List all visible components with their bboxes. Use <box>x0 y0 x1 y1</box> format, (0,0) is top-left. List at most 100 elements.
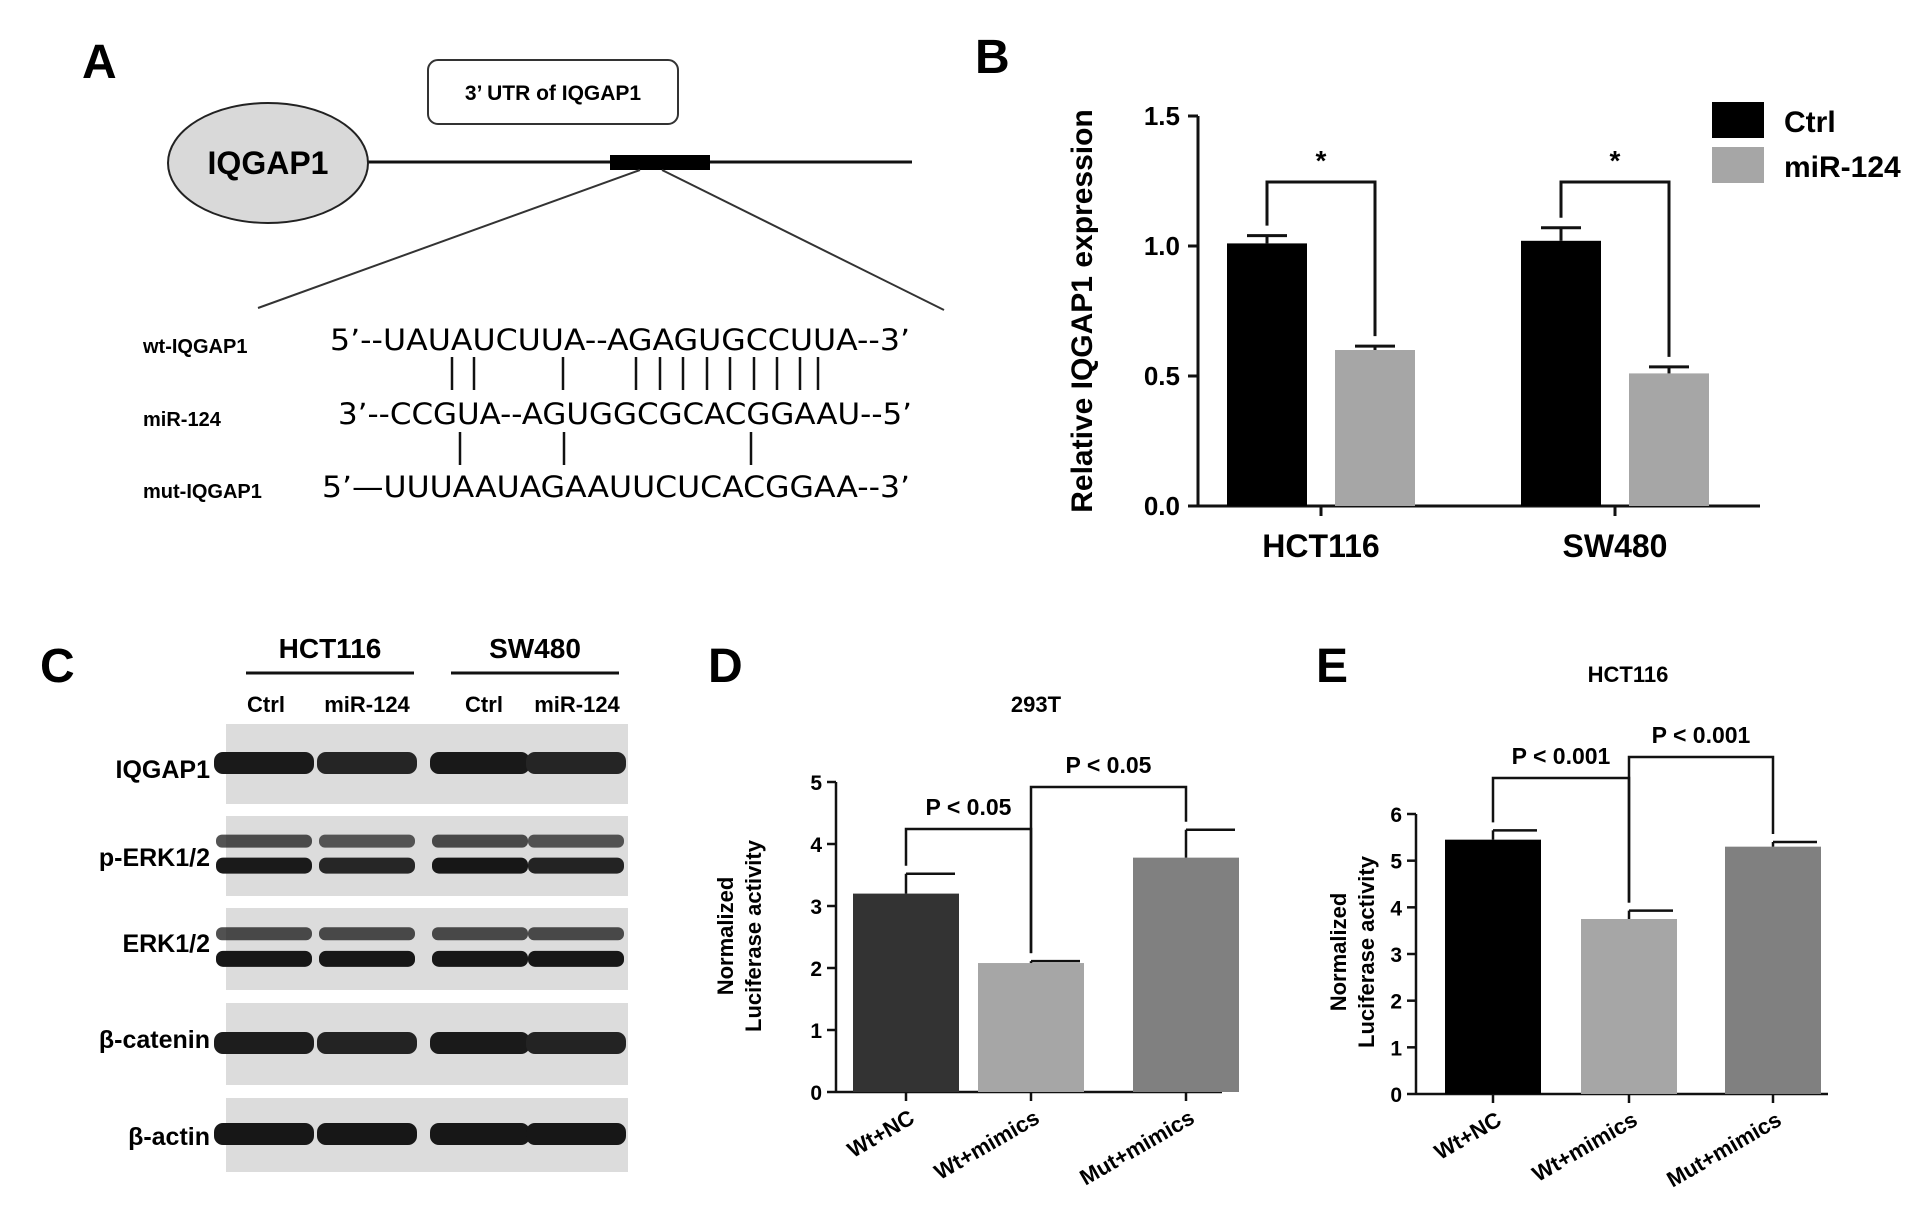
bar-mir-124 <box>1335 350 1415 506</box>
cell-line-header-hct116: HCT116 <box>279 633 382 664</box>
chart-title: 293T <box>1011 692 1062 717</box>
bar-mir-124 <box>1629 373 1709 506</box>
panel-e-chart: 0 1 2 3 4 5 6 HCT116 Normalized Luciferase activi… <box>1326 662 1828 1192</box>
lane-label-3: Ctrl <box>465 692 503 717</box>
blot-band <box>430 1032 530 1054</box>
western-blots: IQGAP1 p-ERK1/2 ERK1/2 β-catenin β-actin <box>99 724 628 1172</box>
lane-label-4: miR-124 <box>534 692 620 717</box>
blot-band <box>526 1032 626 1054</box>
significance-bracket <box>1029 785 1188 954</box>
y-tick-label: 4 <box>810 834 822 857</box>
y-tick-label: 1.0 <box>1144 231 1180 261</box>
blot-band <box>319 927 415 941</box>
utr-label-box <box>427 59 679 125</box>
panel-d-chart: 0 1 2 3 4 5 293T Normalized Luciferase activity W… <box>713 692 1239 1190</box>
blot-band <box>528 927 624 941</box>
blot-band <box>317 752 417 774</box>
blot-band <box>319 950 415 967</box>
blot-label: β-catenin <box>99 1026 210 1054</box>
y-tick-label: 6 <box>1390 804 1402 827</box>
bar-ctrl <box>1227 243 1307 506</box>
blot-band <box>216 950 312 967</box>
y-tick-label: 1 <box>810 1020 822 1043</box>
y-tick-label: 3 <box>810 896 822 919</box>
bar <box>853 893 959 1092</box>
blot-band <box>214 1032 314 1054</box>
y-tick-label: 0.0 <box>1144 491 1180 521</box>
chart-title: HCT116 <box>1588 662 1669 687</box>
significance-marker: * <box>1316 145 1327 176</box>
y-tick-label: 5 <box>1390 851 1402 874</box>
zoom-line-left <box>257 169 641 309</box>
legend-label-ctrl: Ctrl <box>1784 106 1836 139</box>
blot-band <box>214 752 314 774</box>
blot-band <box>432 834 528 848</box>
blot-band <box>214 1123 314 1145</box>
x-tick-label: Wt+NC <box>843 1105 919 1163</box>
blot-band <box>526 1123 626 1145</box>
blot-band <box>430 1123 530 1145</box>
seq-label-mir: miR-124 <box>143 409 222 431</box>
x-tick-label: HCT116 <box>1262 528 1379 564</box>
blot-strip <box>226 816 628 896</box>
binding-site-block <box>610 155 710 170</box>
blot-strip <box>226 908 628 990</box>
zoom-line-right <box>661 169 945 311</box>
blot-band <box>319 857 415 874</box>
y-axis-label-line2: Luciferase activity <box>741 839 766 1032</box>
y-tick-label: 0 <box>1390 1084 1402 1107</box>
utr-label: 3’ UTR of IQGAP1 <box>465 82 642 105</box>
blot-band <box>528 950 624 967</box>
panel-b-letter: B <box>975 31 1010 84</box>
panel-b: B 0.0 0.5 1.0 1.5 Relative IQGAP1 expression… <box>975 31 1901 564</box>
significance-label: P < 0.001 <box>1652 722 1751 748</box>
blot-band <box>526 752 626 774</box>
y-axis-label-line1: Normalized <box>1326 893 1351 1012</box>
y-tick-label: 2 <box>1390 991 1402 1014</box>
seq-label-wt: wt-IQGAP1 <box>142 336 247 358</box>
panel-e: E 0 1 2 3 4 5 6 HCT116 Normalized Luciferase acti… <box>1316 640 1828 1192</box>
significance-label: P < 0.05 <box>926 794 1012 820</box>
y-tick-label: 0 <box>810 1082 822 1105</box>
lane-label-1: Ctrl <box>247 692 285 717</box>
y-axis-label-line1: Normalized <box>713 877 738 996</box>
x-tick-label: Wt+mimics <box>930 1105 1044 1185</box>
gene-ellipse <box>167 102 369 224</box>
blot-label: p-ERK1/2 <box>99 844 210 872</box>
y-tick-label: 1.5 <box>1144 101 1180 131</box>
blot-band <box>432 950 528 967</box>
legend-swatch-ctrl <box>1712 102 1764 138</box>
pairing-marks-mut <box>458 432 753 465</box>
y-tick-label: 3 <box>1390 944 1402 967</box>
blot-band <box>319 834 415 848</box>
legend-label-mir124: miR-124 <box>1784 151 1901 184</box>
y-axis-label-line2: Luciferase activity <box>1354 855 1379 1048</box>
panel-c: C HCT116 SW480 Ctrl miR-124 Ctrl miR-124… <box>40 633 628 1172</box>
blot-band <box>432 857 528 874</box>
bar <box>978 963 1084 1092</box>
seq-mut: 5’—UUUAAUAGAAUUCUCACGGAA--3’ <box>322 470 910 504</box>
y-axis-label: Relative IQGAP1 expression <box>1066 109 1099 513</box>
y-tick-label: 4 <box>1390 897 1402 920</box>
panel-d-letter: D <box>708 640 743 693</box>
blot-label: ERK1/2 <box>122 930 210 958</box>
significance-marker: * <box>1610 145 1621 176</box>
blot-label: β-actin <box>128 1123 210 1151</box>
seq-label-mut: mut-IQGAP1 <box>143 481 262 503</box>
significance-bracket <box>1559 180 1671 357</box>
blot-band <box>317 1123 417 1145</box>
x-tick-label: Wt+NC <box>1430 1107 1506 1165</box>
blot-band <box>216 857 312 874</box>
panel-d: D 0 1 2 3 4 5 293T Normalized Luciferase activit… <box>708 640 1239 1190</box>
panel-a: A IQGAP1 3’ UTR of IQGAP1 wt-IQGAP1 miR-… <box>82 36 945 504</box>
x-tick-label: SW480 <box>1563 528 1668 564</box>
blot-band <box>317 1032 417 1054</box>
blot-band <box>528 857 624 874</box>
significance-bracket <box>1265 180 1377 337</box>
blot-band <box>216 927 312 941</box>
legend-swatch-mir124 <box>1712 147 1764 183</box>
panel-e-letter: E <box>1316 640 1348 693</box>
significance-label: P < 0.05 <box>1066 752 1152 778</box>
gene-label: IQGAP1 <box>208 145 329 181</box>
panel-b-chart: 0.0 0.5 1.0 1.5 Relative IQGAP1 expression HC… <box>1066 101 1901 564</box>
